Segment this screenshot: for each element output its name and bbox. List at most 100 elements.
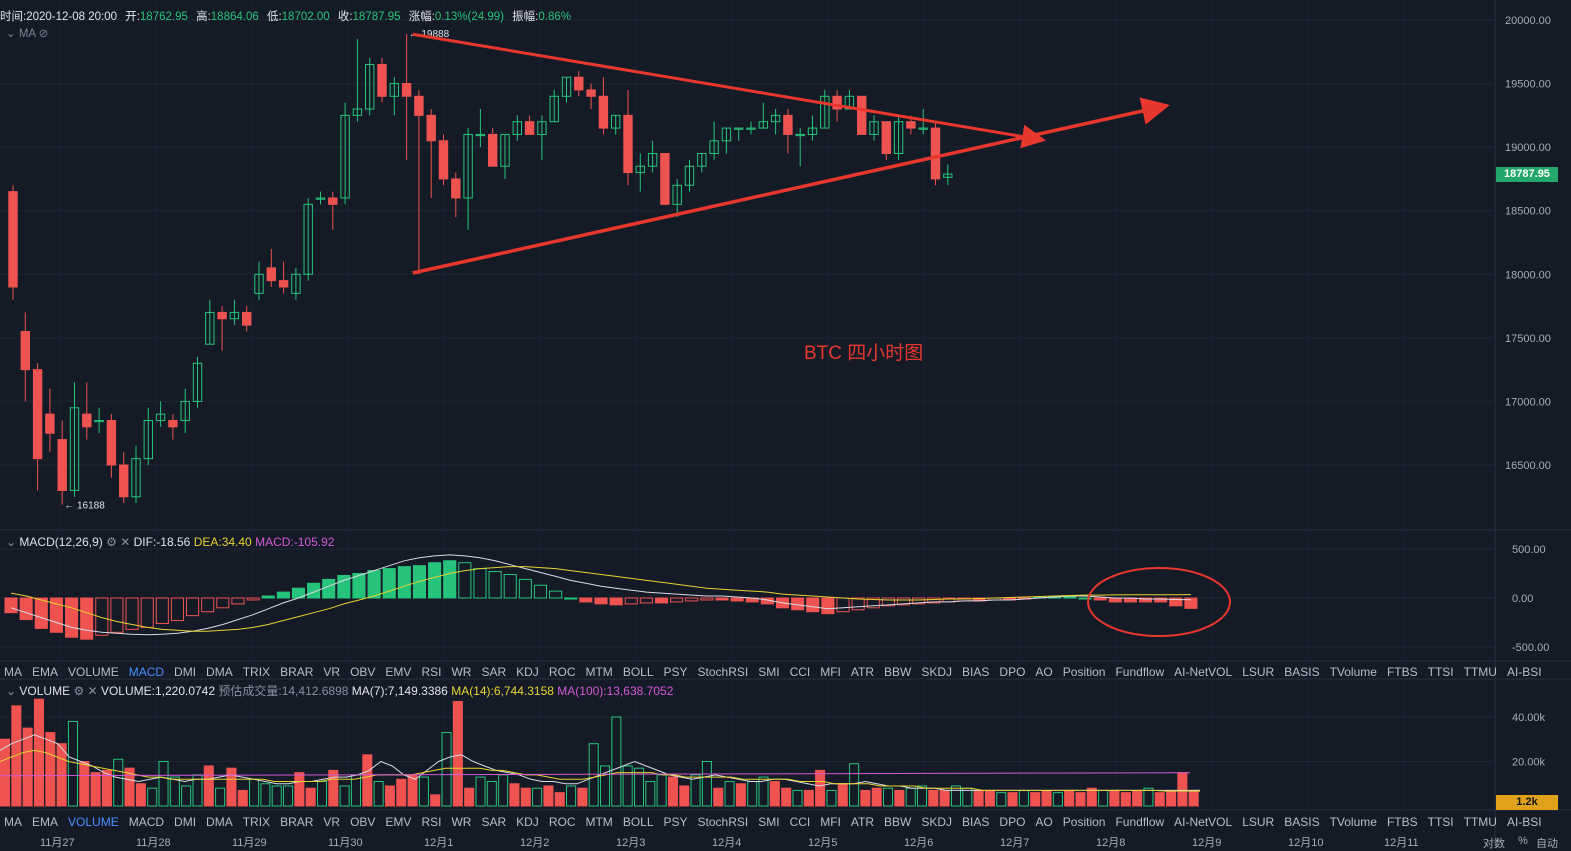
indicator-tab-ttsi[interactable]: TTSI xyxy=(1427,665,1454,679)
indicator-tab-bias[interactable]: BIAS xyxy=(962,815,990,829)
indicator-tab-vr[interactable]: VR xyxy=(323,665,341,679)
auto-scale-toggle[interactable]: 自动 xyxy=(1536,838,1558,850)
indicator-tab-dmi[interactable]: DMI xyxy=(174,665,197,679)
candle-up xyxy=(352,108,363,116)
indicator-tab-ma[interactable]: MA xyxy=(4,665,22,679)
close-icon[interactable]: ✕ xyxy=(120,535,131,549)
volume-bar xyxy=(1098,789,1109,807)
indicator-tab-dpo[interactable]: DPO xyxy=(999,815,1026,829)
indicator-tab-brar[interactable]: BRAR xyxy=(280,815,314,829)
indicator-tab-ma[interactable]: MA xyxy=(4,815,22,829)
indicator-tab-kdj[interactable]: KDJ xyxy=(516,665,539,679)
indicator-tab-ftbs[interactable]: FTBS xyxy=(1386,665,1418,679)
settings-icon[interactable]: ⚙ xyxy=(106,535,117,549)
indicator-tab-ema[interactable]: EMA xyxy=(32,665,59,679)
volume-value: VOLUME:1,220.0742 xyxy=(100,684,216,698)
indicator-tab-dma[interactable]: DMA xyxy=(206,815,233,829)
indicator-tab-vr[interactable]: VR xyxy=(323,815,341,829)
indicator-tab-sar[interactable]: SAR xyxy=(481,815,507,829)
indicator-tab-ttmu[interactable]: TTMU xyxy=(1463,665,1497,679)
macd-header: ⌄ MACD(12,26,9) ⚙ ✕ DIF:-18.56 DEA:34.40… xyxy=(6,535,334,549)
indicator-tab-boll[interactable]: BOLL xyxy=(622,665,654,679)
indicator-tab-wr[interactable]: WR xyxy=(451,815,472,829)
indicator-tab-basis[interactable]: BASIS xyxy=(1284,815,1320,829)
indicator-tab-cci[interactable]: CCI xyxy=(789,665,811,679)
macd-bar xyxy=(594,597,608,605)
indicator-tab-macd[interactable]: MACD xyxy=(128,815,165,829)
indicator-tab-ai-netvol[interactable]: AI-NetVOL xyxy=(1174,815,1233,829)
indicator-tab-position[interactable]: Position xyxy=(1062,815,1106,829)
indicator-tab-kdj[interactable]: KDJ xyxy=(516,815,539,829)
indicator-tab-psy[interactable]: PSY xyxy=(663,815,688,829)
indicator-tab-fundflow[interactable]: Fundflow xyxy=(1115,815,1165,829)
indicator-tab-basis[interactable]: BASIS xyxy=(1284,665,1320,679)
indicator-tab-atr[interactable]: ATR xyxy=(850,665,875,679)
indicator-tab-volume[interactable]: VOLUME xyxy=(68,815,119,829)
indicator-tab-ao[interactable]: AO xyxy=(1035,815,1053,829)
indicator-tab-mtm[interactable]: MTM xyxy=(585,665,613,679)
indicator-tab-fundflow[interactable]: Fundflow xyxy=(1115,665,1165,679)
indicator-tab-mfi[interactable]: MFI xyxy=(820,665,841,679)
indicator-tab-smi[interactable]: SMI xyxy=(758,665,780,679)
indicator-tab-trix[interactable]: TRIX xyxy=(242,665,271,679)
indicator-tab-sar[interactable]: SAR xyxy=(481,665,507,679)
indicator-tab-macd[interactable]: MACD xyxy=(128,665,165,679)
indicator-tab-lsur[interactable]: LSUR xyxy=(1242,665,1275,679)
indicator-tab-obv[interactable]: OBV xyxy=(350,815,376,829)
indicator-tab-brar[interactable]: BRAR xyxy=(280,665,314,679)
volume-bar xyxy=(792,789,803,807)
indicator-tab-volume[interactable]: VOLUME xyxy=(68,665,119,679)
indicator-tab-stochrsi[interactable]: StochRSI xyxy=(697,815,749,829)
settings-icon[interactable]: ⚙ xyxy=(73,684,85,698)
indicator-tab-ttmu[interactable]: TTMU xyxy=(1463,815,1497,829)
indicator-tab-trix[interactable]: TRIX xyxy=(242,815,271,829)
chevron-down-icon[interactable]: ⌄ xyxy=(6,535,17,549)
volume-bar xyxy=(67,720,78,807)
indicator-tab-ema[interactable]: EMA xyxy=(32,815,59,829)
ma-toggle[interactable]: ⌄ MA ⊘ xyxy=(6,27,48,41)
indicator-tab-atr[interactable]: ATR xyxy=(850,815,875,829)
indicator-tab-rsi[interactable]: RSI xyxy=(421,815,442,829)
indicator-tab-skdj[interactable]: SKDJ xyxy=(921,815,953,829)
log-scale-toggle[interactable]: 对数 xyxy=(1483,838,1505,850)
indicator-tab-bbw[interactable]: BBW xyxy=(884,815,912,829)
chevron-down-icon[interactable]: ⌄ xyxy=(6,684,17,698)
candle-up xyxy=(180,400,190,421)
indicator-tab-mfi[interactable]: MFI xyxy=(820,815,841,829)
indicator-tab-roc[interactable]: ROC xyxy=(548,815,576,829)
indicator-tab-ttsi[interactable]: TTSI xyxy=(1427,815,1454,829)
indicator-tab-wr[interactable]: WR xyxy=(451,665,472,679)
indicator-tab-emv[interactable]: EMV xyxy=(385,665,412,679)
close-icon[interactable]: ✕ xyxy=(87,684,98,698)
indicator-tab-roc[interactable]: ROC xyxy=(548,665,576,679)
indicator-tab-psy[interactable]: PSY xyxy=(663,665,688,679)
indicator-tab-skdj[interactable]: SKDJ xyxy=(921,665,953,679)
indicator-tab-ai-bsi[interactable]: AI-BSI xyxy=(1506,815,1542,829)
indicator-tab-bbw[interactable]: BBW xyxy=(884,665,912,679)
candle-up xyxy=(869,121,879,135)
indicator-tab-position[interactable]: Position xyxy=(1062,665,1106,679)
indicator-tab-mtm[interactable]: MTM xyxy=(585,815,613,829)
volume-bar xyxy=(769,781,780,807)
percent-scale-toggle[interactable]: % xyxy=(1518,835,1528,847)
candle-down xyxy=(832,95,842,110)
indicator-tab-ao[interactable]: AO xyxy=(1035,665,1053,679)
indicator-tab-dmi[interactable]: DMI xyxy=(174,815,197,829)
indicator-tab-dpo[interactable]: DPO xyxy=(999,665,1026,679)
indicator-tab-rsi[interactable]: RSI xyxy=(421,665,442,679)
indicator-tab-stochrsi[interactable]: StochRSI xyxy=(697,665,749,679)
indicator-tab-boll[interactable]: BOLL xyxy=(622,815,654,829)
indicator-tab-bias[interactable]: BIAS xyxy=(962,665,990,679)
indicator-tab-smi[interactable]: SMI xyxy=(758,815,780,829)
indicator-tab-emv[interactable]: EMV xyxy=(385,815,412,829)
indicator-tab-ftbs[interactable]: FTBS xyxy=(1386,815,1418,829)
indicator-tab-cci[interactable]: CCI xyxy=(789,815,811,829)
eye-off-icon[interactable]: ⊘ xyxy=(38,28,49,40)
indicator-tab-ai-bsi[interactable]: AI-BSI xyxy=(1506,665,1542,679)
indicator-tab-tvolume[interactable]: TVolume xyxy=(1329,815,1377,829)
indicator-tab-dma[interactable]: DMA xyxy=(206,665,233,679)
indicator-tab-lsur[interactable]: LSUR xyxy=(1242,815,1275,829)
indicator-tab-obv[interactable]: OBV xyxy=(350,665,376,679)
indicator-tab-ai-netvol[interactable]: AI-NetVOL xyxy=(1174,665,1233,679)
indicator-tab-tvolume[interactable]: TVolume xyxy=(1329,665,1377,679)
